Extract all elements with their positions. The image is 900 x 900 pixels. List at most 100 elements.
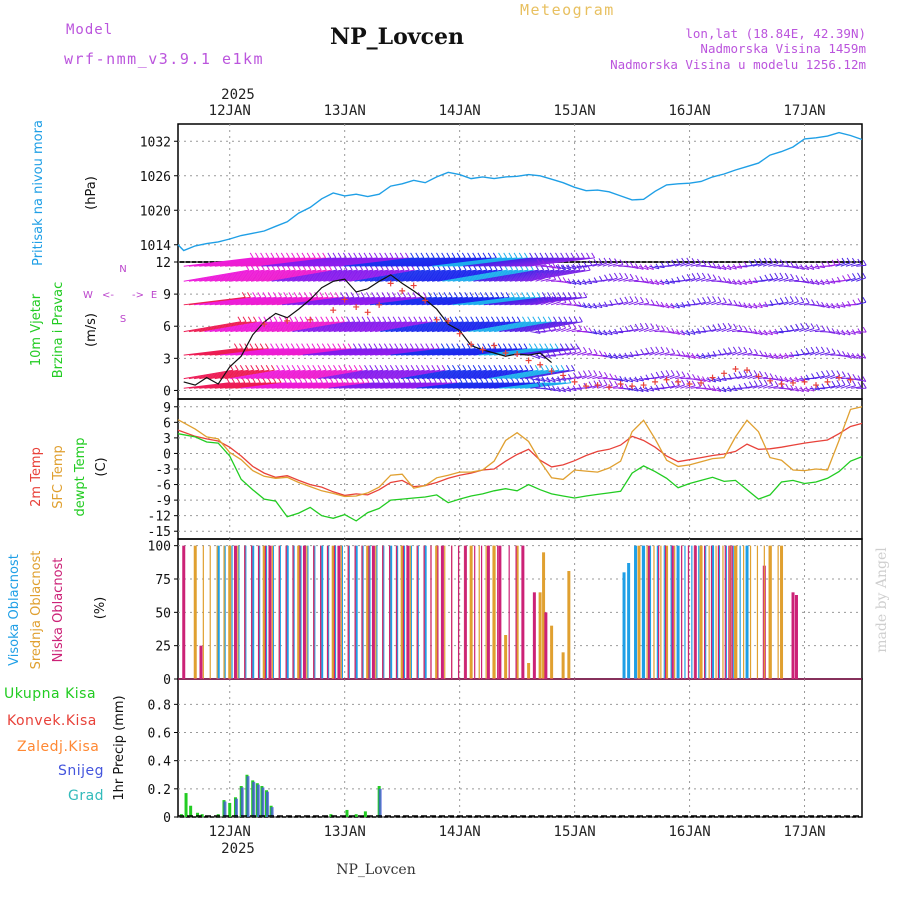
wind-barb-tick	[764, 371, 769, 378]
wind-barb	[649, 265, 660, 270]
wind-barb	[794, 301, 804, 306]
wind-barb-tick	[399, 343, 404, 349]
wind-barb	[354, 369, 404, 380]
wind-barb-tick	[831, 277, 836, 284]
wind-barb	[349, 296, 411, 306]
wind-barb	[638, 352, 649, 356]
wind-barb	[349, 348, 403, 356]
wind-barb	[426, 296, 489, 306]
wind-barb-tick	[608, 257, 613, 264]
wind-barb	[276, 321, 335, 333]
wind-barb-tick	[862, 326, 867, 333]
wind-barb-tick	[836, 329, 841, 335]
wind-barb	[799, 387, 809, 393]
wind-barb	[494, 382, 540, 389]
wind-barb	[773, 331, 784, 334]
wind-barb	[649, 351, 659, 356]
wind-barb-tick	[441, 364, 446, 371]
wind-gust-marker	[583, 383, 590, 390]
wind-barb-tick	[686, 273, 691, 280]
wind-barb-tick	[492, 252, 497, 259]
wind-barb-tick	[289, 316, 294, 323]
wind-barb-tick	[541, 272, 546, 279]
wind-barb	[654, 280, 665, 286]
wind-barb-tick	[259, 343, 264, 349]
wind-barb	[307, 257, 378, 267]
wind-barb	[369, 382, 416, 389]
wind-barb	[281, 321, 340, 333]
wind-barb-tick	[800, 296, 805, 303]
wind-barb-tick	[552, 292, 557, 298]
wind-barb-tick	[629, 296, 634, 302]
wind-barb	[762, 354, 773, 359]
wind-barb-tick	[270, 364, 275, 371]
wind-barb	[214, 269, 280, 282]
wind-barb-tick	[350, 292, 355, 298]
wind-barb	[778, 277, 789, 282]
wind-barb-tick	[360, 292, 365, 298]
wind-barb	[540, 301, 551, 306]
wind-barb-tick	[552, 274, 557, 280]
wind-barb	[856, 354, 866, 359]
wind-barb	[711, 328, 722, 333]
lonlat-text: lon,lat (18.84E, 42.39N)	[685, 26, 866, 41]
wind-barbs	[183, 252, 867, 393]
wind-barb-tick	[482, 252, 487, 259]
wind-barb	[400, 257, 471, 267]
wind-gust-marker	[548, 368, 555, 375]
wind-barb-tick	[461, 343, 466, 349]
wind-barb-tick	[544, 252, 549, 259]
low-cloud-bar	[199, 645, 203, 679]
wind-barb-tick	[338, 364, 343, 371]
wind-barb	[587, 331, 598, 335]
wind-barb	[323, 296, 386, 306]
wind-barb	[276, 369, 327, 380]
wind-barb	[194, 269, 260, 282]
wind-barb	[235, 296, 298, 306]
wind-barb	[799, 280, 810, 284]
wind-gust-marker	[663, 376, 670, 383]
wind-barb	[349, 321, 407, 333]
wind-barb-tick	[536, 272, 541, 279]
wind-barb-tick	[546, 296, 551, 302]
wind-barb-tick	[374, 364, 379, 371]
wind-barb	[380, 321, 438, 333]
wind-barb	[478, 257, 549, 267]
wind-barb	[354, 348, 409, 356]
wind-barb	[494, 257, 564, 267]
wind-barb-tick	[841, 379, 846, 386]
wind-barb-tick	[536, 258, 541, 265]
wind-barb-tick	[234, 364, 239, 371]
wind-barb	[628, 279, 639, 282]
wind-barb	[442, 296, 505, 306]
wind-barb	[463, 382, 509, 389]
wind-barb-tick	[728, 298, 733, 305]
wind-barb	[183, 348, 238, 356]
wind-barb	[312, 269, 379, 282]
wind-barb	[706, 265, 717, 269]
wind-barb-tick	[733, 385, 738, 391]
wind-barb	[695, 277, 706, 282]
model-label: Model	[66, 22, 113, 38]
wind-barb-tick	[511, 316, 516, 323]
y-tick-label: 0	[163, 447, 171, 462]
wind-barb-tick	[446, 343, 450, 349]
wind-barb-tick	[857, 328, 862, 334]
wind-barb-tick	[347, 343, 352, 349]
wind-barb	[643, 265, 654, 270]
wind-barb	[437, 369, 487, 380]
wind-barb	[406, 348, 460, 356]
wind-barb	[400, 369, 451, 380]
wind-barb-tick	[472, 364, 477, 371]
wind-barb	[592, 262, 603, 267]
wind-barb	[457, 382, 504, 389]
wind-barb	[535, 264, 546, 267]
wind-barb	[209, 257, 280, 267]
wind-barb	[550, 378, 561, 382]
wind-barb	[649, 328, 660, 333]
wind-barb-tick	[276, 364, 281, 371]
wind-barb-tick	[562, 348, 567, 354]
wind-barb-tick	[575, 252, 580, 259]
wind-barb	[633, 378, 644, 382]
wind-barb-tick	[477, 364, 482, 371]
